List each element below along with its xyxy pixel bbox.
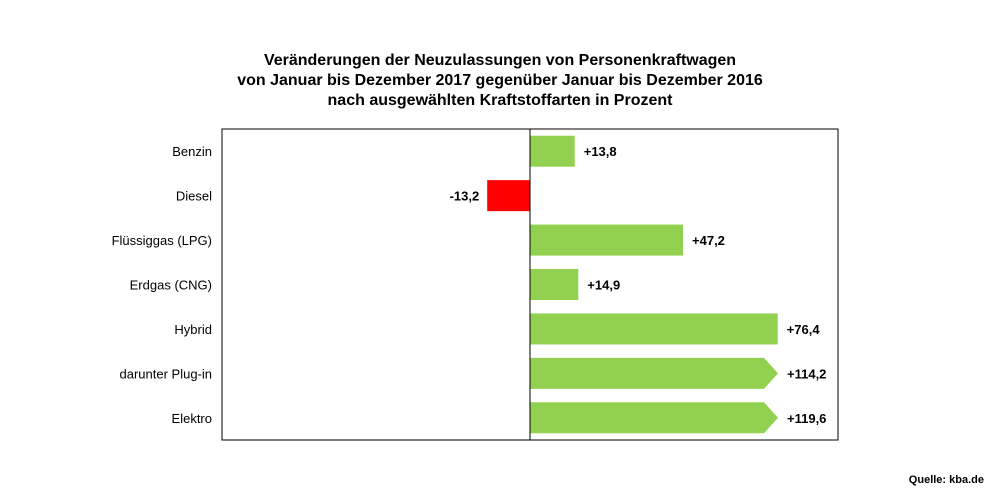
value-label-4: +76,4 [787,322,821,337]
category-label-1: Diesel [176,189,212,204]
category-label-4: Hybrid [174,322,212,337]
bar-4 [530,313,778,345]
bar-3 [530,269,579,300]
value-label-2: +47,2 [692,233,725,248]
value-label-0: +13,8 [584,144,617,159]
bar-5 [530,357,778,389]
category-label-6: Elektro [172,411,212,426]
category-label-5: darunter Plug-in [120,366,213,381]
value-label-3: +14,9 [587,278,620,293]
chart-title-line-1: Veränderungen der Neuzulassungen von Per… [263,52,737,69]
source-label: Quelle: kba.de [908,474,984,486]
value-label-6: +119,6 [787,411,826,426]
bar-1 [487,180,530,212]
value-label-5: +114,2 [787,366,826,381]
bar-0 [530,135,575,167]
chart-title-line-3: nach ausgewählten Kraftstoffarten in Pro… [327,92,673,109]
value-label-1: -13,2 [450,189,480,204]
chart-title-line-2: von Januar bis Dezember 2017 gegenüber J… [237,72,763,89]
bar-6 [530,402,778,434]
bar-2 [530,224,684,256]
category-label-0: Benzin [172,144,212,159]
category-label-2: Flüssiggas (LPG) [112,233,212,248]
category-label-3: Erdgas (CNG) [130,278,212,293]
